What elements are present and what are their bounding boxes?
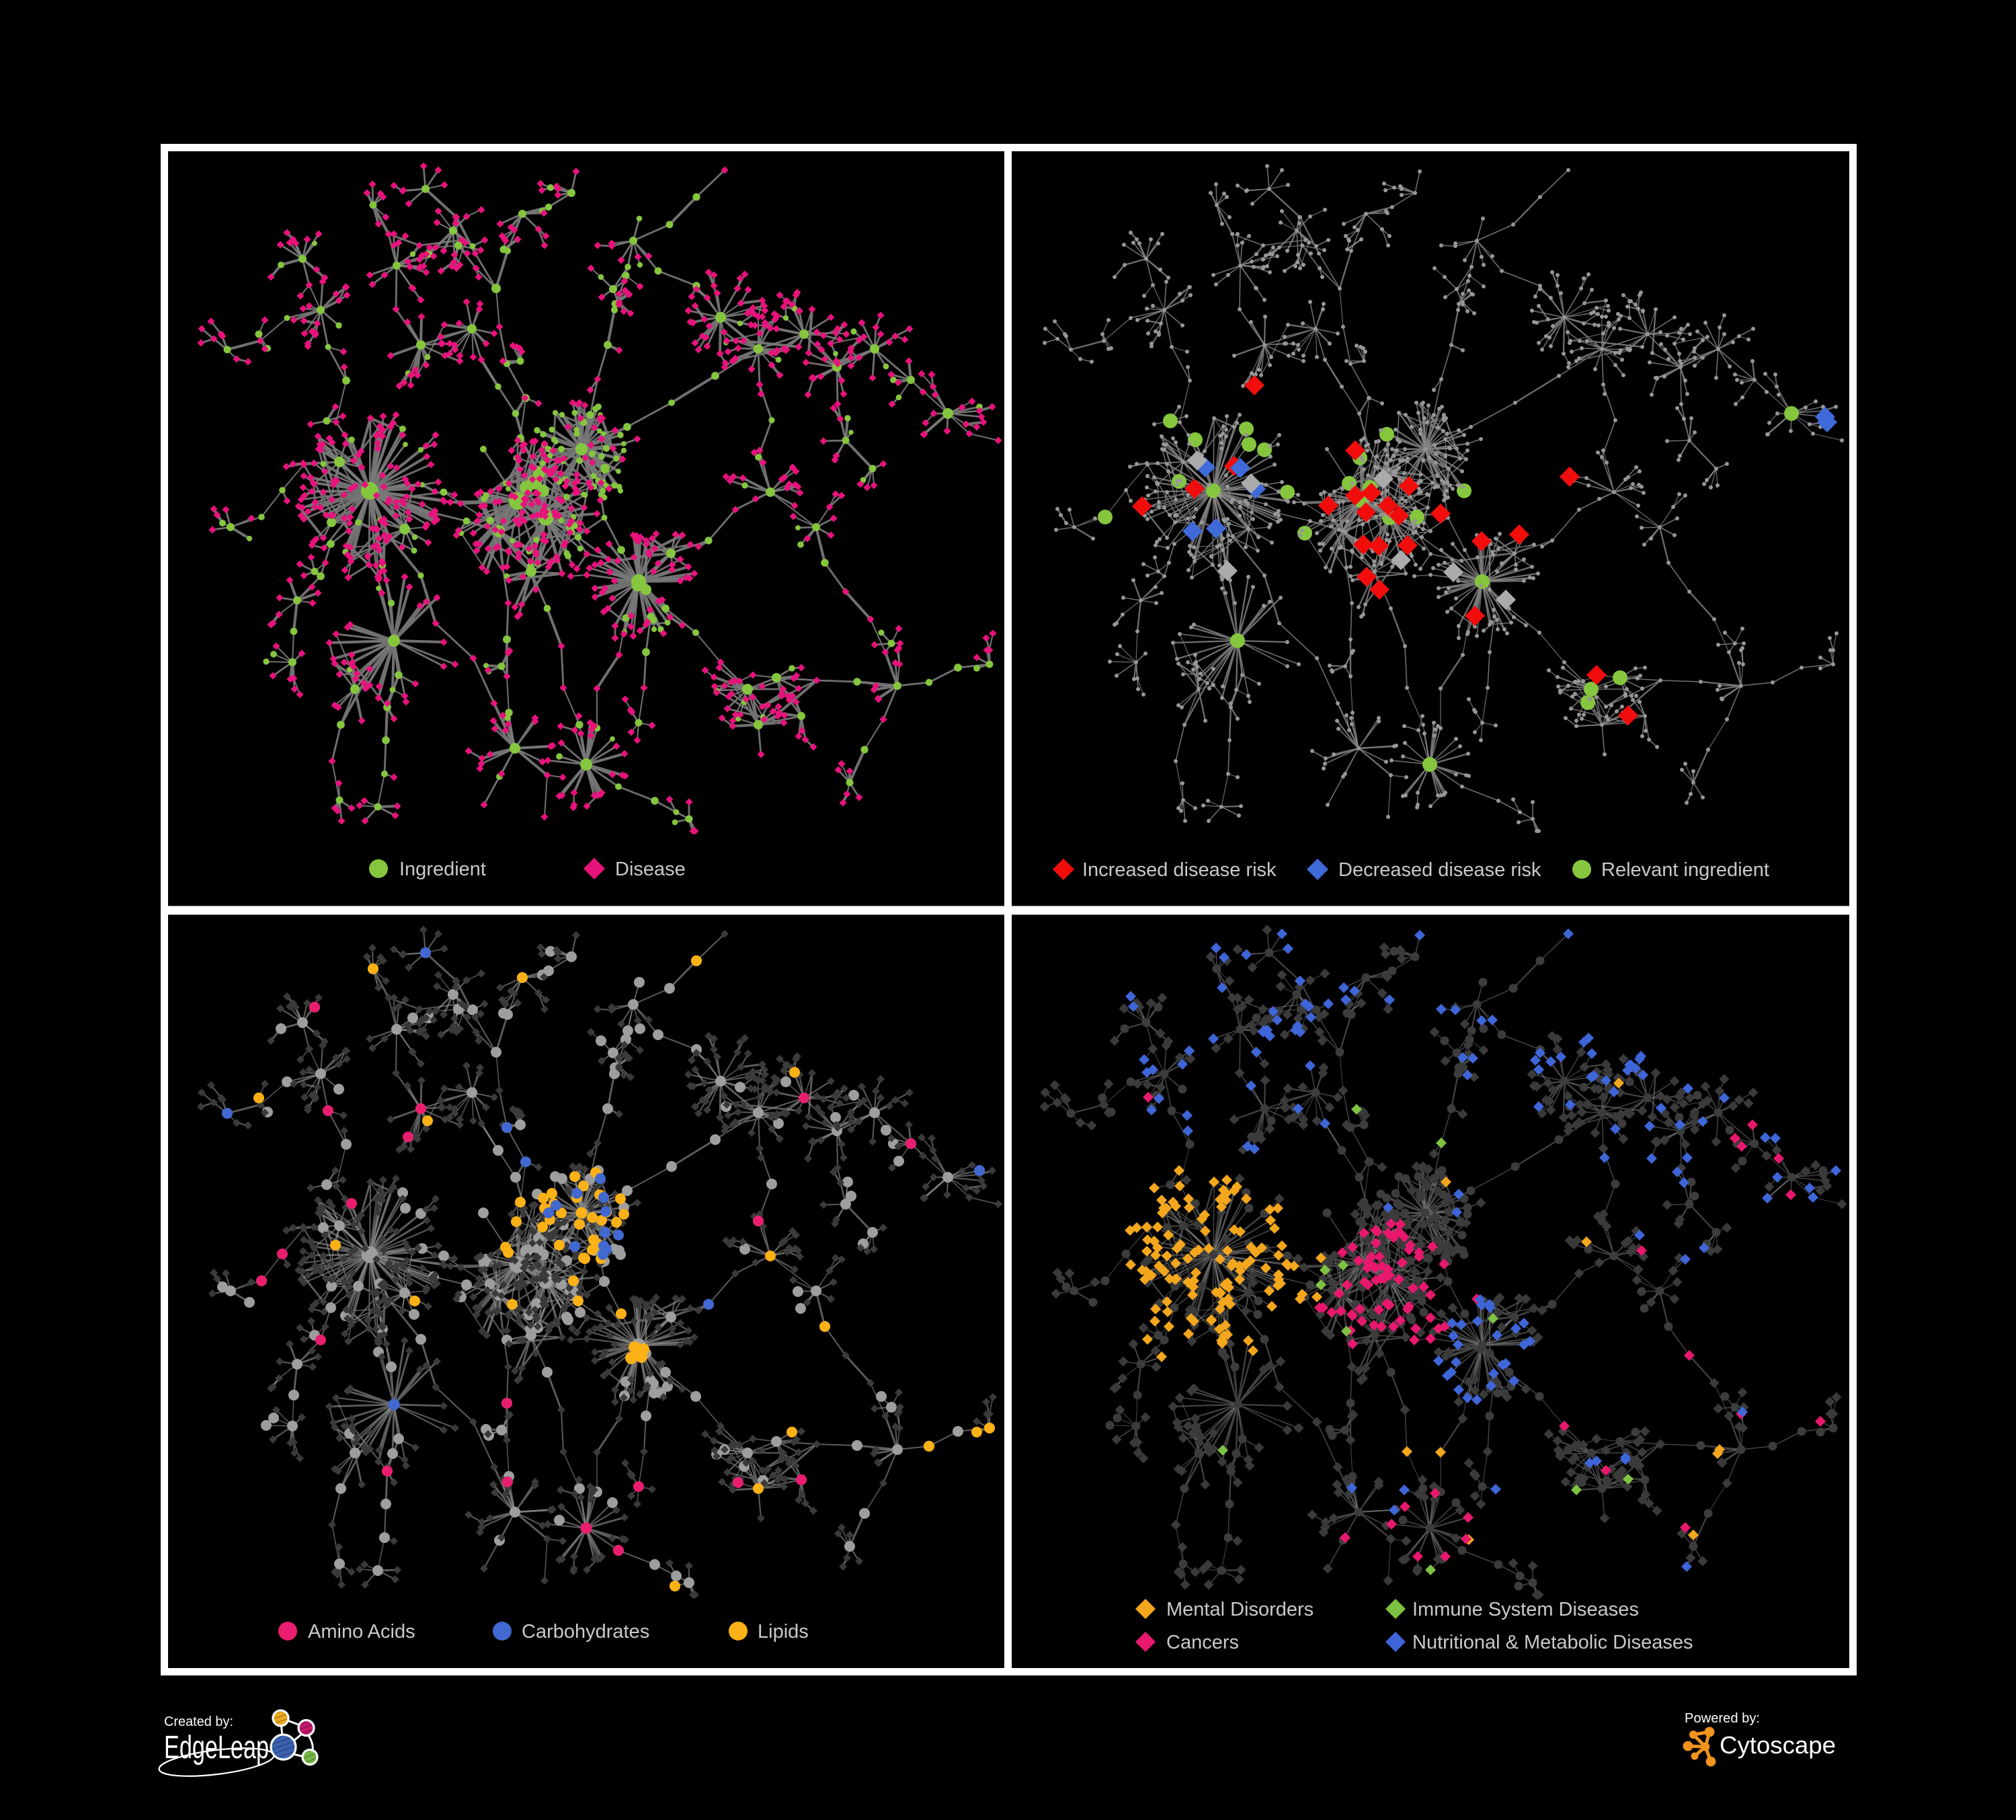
svg-text:Increased disease risk: Increased disease risk [1082, 859, 1277, 881]
svg-text:Mental Disorders: Mental Disorders [1166, 1599, 1314, 1620]
svg-text:Carbohydrates: Carbohydrates [522, 1621, 649, 1643]
svg-text:Nutritional & Metabolic Diseas: Nutritional & Metabolic Diseases [1412, 1632, 1693, 1653]
svg-text:EdgeLeap: EdgeLeap [164, 1730, 269, 1766]
svg-text:Cytoscape: Cytoscape [1720, 1731, 1836, 1759]
svg-text:Cancers: Cancers [1166, 1632, 1239, 1653]
svg-text:Amino Acids: Amino Acids [308, 1621, 415, 1643]
svg-text:Lipids: Lipids [758, 1621, 809, 1643]
svg-text:Created by:: Created by: [164, 1714, 233, 1729]
svg-text:Decreased disease risk: Decreased disease risk [1338, 859, 1541, 881]
svg-text:Disease: Disease [615, 859, 686, 880]
svg-text:Immune System Diseases: Immune System Diseases [1412, 1599, 1639, 1620]
svg-text:Ingredient: Ingredient [399, 859, 486, 880]
svg-text:Powered by:: Powered by: [1685, 1711, 1760, 1726]
svg-text:Relevant ingredient: Relevant ingredient [1601, 859, 1769, 881]
